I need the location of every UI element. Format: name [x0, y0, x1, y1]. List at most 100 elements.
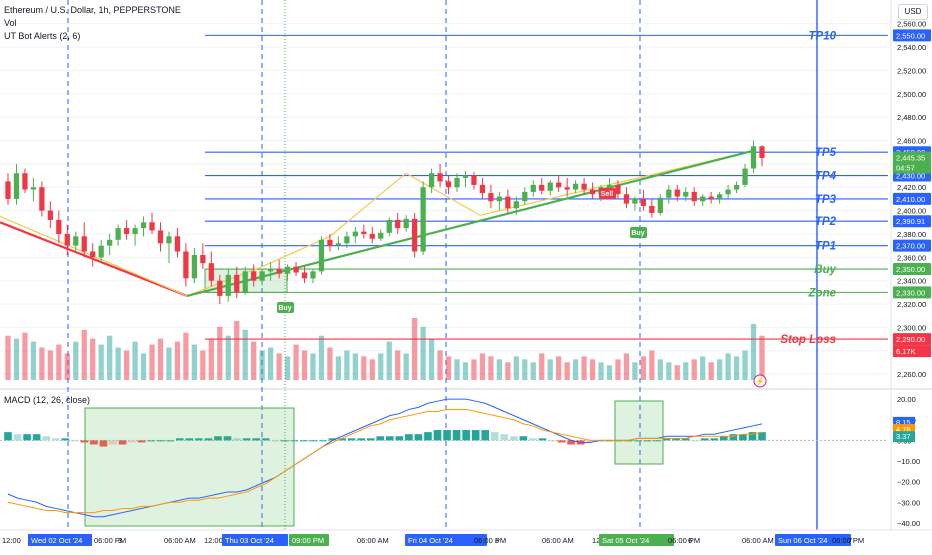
macd-histogram-bar — [252, 438, 260, 441]
volume-bar — [225, 335, 231, 380]
candle-body — [454, 177, 460, 188]
candle-body — [496, 196, 502, 202]
macd-histogram-bar — [271, 440, 280, 442]
time-axis-label: 06:00 PM — [94, 536, 126, 545]
level-price-label: 2,430.00 — [896, 172, 925, 181]
volume-bar — [352, 353, 358, 380]
candle-body — [115, 228, 121, 240]
candle-body — [123, 228, 130, 234]
macd-legend: MACD (12, 26, close) — [4, 395, 91, 405]
candle-body — [157, 230, 164, 244]
price-tick-label: 2,520.00 — [897, 66, 926, 75]
candle-body — [149, 222, 155, 231]
volume-bar — [140, 353, 147, 380]
volume-value-label: 6.17K — [896, 347, 916, 356]
candle-body — [632, 198, 638, 204]
level-price-label: 2,550.00 — [896, 31, 925, 40]
indicator-legend: UT Bot Alerts (2, 6) — [4, 31, 81, 41]
macd-histogram-bar — [586, 440, 595, 443]
candle-body — [293, 266, 299, 273]
volume-bar — [564, 362, 570, 380]
currency-button[interactable]: USD — [898, 4, 928, 20]
sell-signal-label: Sell — [601, 191, 614, 198]
volume-bar — [522, 359, 528, 380]
time-axis-label: 5 — [495, 536, 499, 545]
candle-body — [276, 269, 282, 274]
candle-body — [90, 251, 96, 258]
macd-histogram-bar — [366, 438, 375, 441]
time-label-tag — [405, 534, 487, 546]
macd-histogram-bar — [156, 440, 165, 442]
macd-histogram-bar — [519, 436, 528, 441]
macd-value-tag — [893, 431, 915, 443]
macd-histogram-bar — [739, 434, 747, 441]
macd-histogram-bar — [548, 440, 556, 442]
candle-body — [30, 187, 37, 190]
volume-bar — [208, 338, 214, 380]
macd-tick-label: −20.00 — [897, 478, 920, 487]
volume-bar — [547, 359, 553, 380]
candle-body — [259, 271, 265, 281]
volume-bar — [640, 356, 647, 380]
candle-body — [284, 266, 291, 274]
time-axis-label: 6 — [688, 536, 692, 545]
candle-body — [251, 271, 257, 281]
candle-body — [733, 184, 740, 190]
volume-bar — [115, 347, 121, 380]
candle-body — [56, 219, 62, 234]
candle-body — [39, 187, 45, 211]
volume-bar — [73, 341, 79, 380]
macd-histogram-bar — [567, 440, 575, 445]
volume-bar — [107, 335, 113, 380]
candle-body — [539, 184, 545, 191]
volume-bar — [90, 338, 96, 380]
macd-histogram-bar — [691, 440, 700, 442]
volume-bar — [157, 338, 164, 380]
macd-histogram-bar — [90, 440, 98, 445]
volume-bar — [30, 341, 37, 380]
candle-body — [623, 194, 630, 204]
macd-histogram-bar — [529, 438, 537, 441]
chart-title: Ethereum / U.S. Dollar, 1h, PEPPERSTONE — [4, 5, 181, 15]
volume-bar — [327, 347, 333, 380]
macd-histogram-bar — [61, 438, 70, 441]
volume-bar — [123, 350, 130, 380]
macd-histogram-bar — [185, 438, 194, 441]
macd-histogram-bar — [214, 436, 222, 441]
level-price-label: 2,330.00 — [896, 288, 925, 297]
level-label-tp10: TP10 — [809, 30, 837, 42]
macd-histogram-bar — [175, 438, 184, 441]
candle-body — [471, 175, 477, 185]
volume-bar — [471, 359, 477, 380]
signal-line — [7, 408, 763, 514]
candle-body — [378, 232, 384, 239]
alert-bolt-icon[interactable] — [753, 374, 767, 388]
macd-histogram-bar — [147, 440, 155, 442]
candle-body — [572, 183, 579, 190]
level-label-buy: Buy — [814, 264, 836, 276]
macd-histogram-bar — [414, 434, 423, 441]
time-label-tag — [289, 534, 329, 546]
volume-bar — [395, 350, 401, 380]
macd-histogram-bar — [42, 436, 50, 441]
candle-body — [445, 181, 452, 188]
macd-histogram-bar — [662, 438, 671, 441]
candle-body — [335, 243, 342, 246]
time-axis-label: 06:00 PM — [474, 536, 506, 545]
volume-bar — [81, 329, 87, 380]
candle-body — [640, 198, 647, 206]
price-tick-label: 2,320.00 — [897, 300, 926, 309]
volume-bar — [301, 350, 308, 380]
volume-bar — [606, 365, 613, 380]
macd-histogram-bar — [309, 440, 318, 442]
volume-bar — [310, 353, 316, 380]
price-tick-label: 2,420.00 — [897, 183, 926, 192]
candle-body — [208, 263, 214, 281]
macd-histogram-bar — [204, 438, 213, 441]
time-axis-label: 06:00 AM — [164, 536, 196, 545]
volume-bar — [335, 356, 342, 380]
volume-bar — [445, 356, 452, 380]
volume-bar — [284, 356, 291, 380]
